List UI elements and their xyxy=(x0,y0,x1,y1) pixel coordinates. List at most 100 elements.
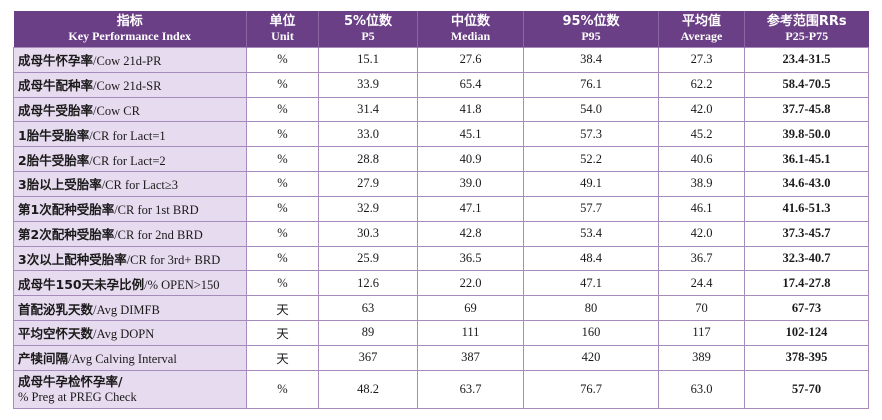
kpi-p5: 27.9 xyxy=(318,171,418,197)
table-body: 成母牛怀孕率/Cow 21d-PR% 15.1 27.6 38.4 27.3 23.4-3… xyxy=(13,47,869,410)
header-reference-range-zh: 参考范围RRs xyxy=(766,14,847,29)
header-indicator-en: Key Performance Index xyxy=(68,29,192,43)
kpi-average: 45.2 xyxy=(658,121,745,148)
header-reference-range-en: P25-P75 xyxy=(785,29,829,43)
kpi-name-zh: 产犊间隔 xyxy=(18,351,69,367)
kpi-reference-range: 37.3-45.7 xyxy=(744,220,869,247)
kpi-unit: % xyxy=(246,220,319,247)
kpi-name-cell: 2胎牛受胎率/CR for Lact=2 xyxy=(13,146,247,173)
kpi-name-cell: 3次以上配种受胎率/CR for 3rd+ BRD xyxy=(13,245,247,272)
kpi-p95: 420 xyxy=(523,344,659,371)
kpi-p95: 48.4 xyxy=(523,245,659,272)
kpi-p5: 89 xyxy=(318,319,418,346)
kpi-median: 39.0 xyxy=(417,171,524,197)
kpi-p95: 76.7 xyxy=(523,369,659,410)
kpi-median: 45.1 xyxy=(417,121,524,148)
kpi-p5: 30.3 xyxy=(318,220,418,247)
header-p5: 5%位数 P5 xyxy=(318,11,418,48)
table-row: 产犊间隔/Avg Calving Interval 天 367 387 420 389 37… xyxy=(13,344,869,371)
kpi-name-cell: 1胎牛受胎率/CR for Lact=1 xyxy=(13,121,247,148)
kpi-unit: % xyxy=(246,96,319,123)
kpi-median: 111 xyxy=(417,319,524,346)
header-p95-en: P95 xyxy=(581,29,601,43)
kpi-name-zh: 1胎牛受胎率 xyxy=(18,127,90,143)
header-unit-zh: 单位 xyxy=(269,14,296,29)
kpi-name-en: /Cow 21d-PR xyxy=(93,54,162,69)
kpi-average: 36.7 xyxy=(658,245,745,272)
header-reference-range: 参考范围RRs P25-P75 xyxy=(744,11,869,48)
kpi-name-zh: 成母牛孕检怀孕率/ xyxy=(18,374,123,390)
kpi-p95: 76.1 xyxy=(523,71,659,98)
header-unit: 单位 Unit xyxy=(246,11,319,48)
kpi-name-en: /CR for 2nd BRD xyxy=(114,228,203,243)
kpi-name-en: /% OPEN>150 xyxy=(144,277,220,292)
kpi-name-en: % Preg at PREG Check xyxy=(18,390,137,405)
kpi-name-zh: 成母牛受胎率 xyxy=(18,103,94,119)
header-median-en: Median xyxy=(450,29,491,43)
header-average: 平均值 Average xyxy=(658,11,745,48)
kpi-unit: 天 xyxy=(246,344,319,371)
kpi-p95: 80 xyxy=(523,295,659,321)
header-p95: 95%位数 P95 xyxy=(523,11,659,48)
kpi-name-cell: 成母牛孕检怀孕率/ % Preg at PREG Check xyxy=(13,369,247,410)
kpi-p95: 57.3 xyxy=(523,121,659,148)
header-p5-zh: 5%位数 xyxy=(343,14,393,29)
kpi-average: 117 xyxy=(658,319,745,346)
kpi-name-en: /CR for Lact=2 xyxy=(89,153,166,168)
kpi-average: 27.3 xyxy=(658,47,745,73)
kpi-reference-range: 378-395 xyxy=(744,344,869,371)
table-row: 1胎牛受胎率/CR for Lact=1% 33.0 45.1 57.3 45.2 39.… xyxy=(13,121,869,148)
kpi-name-cell: 第1次配种受胎率/CR for 1st BRD xyxy=(13,195,247,222)
header-indicator-zh: 指标 xyxy=(116,14,143,29)
kpi-name-cell: 成母牛受胎率/Cow CR xyxy=(13,96,247,123)
kpi-average: 62.2 xyxy=(658,71,745,98)
kpi-p5: 33.0 xyxy=(318,121,418,148)
header-average-zh: 平均值 xyxy=(681,14,721,29)
kpi-p95: 57.7 xyxy=(523,195,659,222)
kpi-p5: 48.2 xyxy=(318,369,418,410)
kpi-average: 389 xyxy=(658,344,745,371)
kpi-median: 36.5 xyxy=(417,245,524,272)
kpi-p95: 160 xyxy=(523,319,659,346)
kpi-name-zh: 成母牛150天未孕比例 xyxy=(18,276,145,292)
kpi-name-en: /CR for Lact=1 xyxy=(89,128,166,143)
kpi-unit: % xyxy=(246,146,319,173)
kpi-name-en: /CR for Lact≥3 xyxy=(101,178,178,193)
kpi-unit: % xyxy=(246,171,319,197)
header-unit-en: Unit xyxy=(271,29,294,43)
table-row: 成母牛配种率/Cow 21d-SR% 33.9 65.4 76.1 62.2 58.4-7… xyxy=(13,71,869,98)
kpi-name-en: /Avg DIMFB xyxy=(93,302,160,317)
kpi-median: 41.8 xyxy=(417,96,524,123)
header-p5-en: P5 xyxy=(361,29,375,43)
kpi-reference-range: 39.8-50.0 xyxy=(744,121,869,148)
kpi-p5: 12.6 xyxy=(318,270,418,297)
kpi-reference-range: 41.6-51.3 xyxy=(744,195,869,222)
kpi-reference-range: 36.1-45.1 xyxy=(744,146,869,173)
kpi-median: 69 xyxy=(417,295,524,321)
kpi-name-en: /Avg Calving Interval xyxy=(68,352,177,367)
kpi-reference-range: 23.4-31.5 xyxy=(744,47,869,73)
kpi-p95: 53.4 xyxy=(523,220,659,247)
table-row: 成母牛孕检怀孕率/ % Preg at PREG Check % 48.2 63… xyxy=(13,369,869,410)
kpi-name-en: /Avg DOPN xyxy=(93,327,155,342)
kpi-name-zh: 成母牛怀孕率 xyxy=(18,53,94,69)
kpi-p5: 25.9 xyxy=(318,245,418,272)
kpi-p5: 33.9 xyxy=(318,71,418,98)
table-row: 3次以上配种受胎率/CR for 3rd+ BRD% 25.9 36.5 48.4 36… xyxy=(13,245,869,272)
kpi-unit: % xyxy=(246,47,319,73)
kpi-unit: % xyxy=(246,369,319,410)
kpi-median: 22.0 xyxy=(417,270,524,297)
kpi-name-zh: 第1次配种受胎率 xyxy=(18,202,115,218)
kpi-p95: 54.0 xyxy=(523,96,659,123)
kpi-reference-range: 37.7-45.8 xyxy=(744,96,869,123)
kpi-reference-range: 67-73 xyxy=(744,295,869,321)
kpi-name-zh: 首配泌乳天数 xyxy=(18,301,94,317)
kpi-name-zh: 第2次配种受胎率 xyxy=(18,227,115,243)
kpi-name-cell: 平均空怀天数/Avg DOPN xyxy=(13,319,247,346)
kpi-average: 40.6 xyxy=(658,146,745,173)
header-average-en: Average xyxy=(680,29,723,43)
header-median-zh: 中位数 xyxy=(450,14,490,29)
table-header-row: 指标 Key Performance Index 单位 Unit 5%位数 P5… xyxy=(13,11,869,48)
kpi-average: 42.0 xyxy=(658,220,745,247)
table-row: 3胎以上受胎率/CR for Lact≥3% 27.9 39.0 49.1 38.9 34… xyxy=(13,171,869,197)
